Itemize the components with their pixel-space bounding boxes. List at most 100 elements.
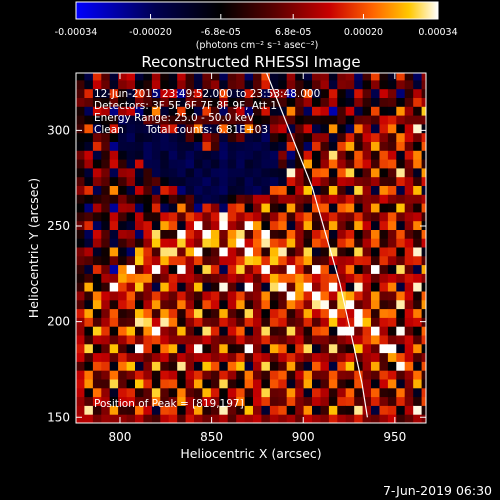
heatmap-cell (210, 343, 220, 354)
heatmap-cell (210, 79, 220, 90)
heatmap-cell (404, 123, 414, 134)
heatmap-cell (413, 273, 423, 283)
heatmap-cell (118, 115, 127, 125)
heatmap-cell (278, 361, 288, 371)
heatmap-cell (101, 176, 111, 186)
heatmap-cell (151, 159, 161, 169)
heatmap-cell (151, 123, 161, 134)
heatmap-cell (84, 352, 94, 362)
heatmap-cell (278, 238, 288, 248)
heatmap-cell (328, 361, 338, 371)
heatmap-cell (227, 299, 237, 310)
heatmap-cell (337, 343, 347, 354)
heatmap-cell (185, 379, 195, 389)
heatmap-cell (362, 379, 372, 389)
heatmap-cell (278, 220, 288, 230)
heatmap-cell (194, 185, 203, 195)
heatmap-cell (286, 238, 296, 248)
annotation-total-counts: Total counts: 6.81E+03 (145, 124, 268, 136)
heatmap-cell (379, 255, 389, 266)
heatmap-cell (135, 79, 144, 90)
heatmap-cell (286, 299, 296, 310)
heatmap-cell (227, 238, 237, 248)
heatmap-cell (227, 176, 237, 186)
heatmap-cell (244, 255, 254, 266)
heatmap-cell (354, 273, 364, 283)
heatmap-cell (227, 264, 237, 274)
heatmap-cell (354, 343, 364, 354)
heatmap-cell (278, 115, 288, 125)
heatmap-cell (362, 405, 372, 415)
heatmap-cell (295, 238, 305, 248)
heatmap-cell (185, 167, 195, 178)
heatmap-cell (202, 167, 212, 178)
heatmap-cell (404, 414, 414, 423)
heatmap-cell (151, 73, 161, 81)
heatmap-cell (303, 73, 313, 81)
heatmap-cell (269, 211, 279, 222)
heatmap-cell (345, 299, 355, 310)
heatmap-cell (387, 291, 397, 301)
heatmap-cell (236, 150, 246, 160)
heatmap-cell (109, 326, 119, 336)
heatmap-cell (160, 370, 170, 380)
heatmap-cell (312, 308, 321, 318)
heatmap-cell (227, 79, 237, 90)
heatmap-cell (371, 255, 380, 266)
heatmap-cell (371, 185, 380, 195)
heatmap-cell (362, 132, 372, 142)
heatmap-cell (328, 343, 338, 354)
heatmap-cell (278, 326, 288, 336)
heatmap-cell (101, 291, 111, 301)
heatmap-cell (219, 123, 229, 134)
heatmap-cell (76, 203, 85, 213)
heatmap-cell (92, 203, 102, 213)
heatmap-cell (396, 405, 406, 415)
heatmap-cell (143, 247, 153, 257)
heatmap-cell (337, 176, 347, 186)
heatmap-cell (345, 97, 355, 107)
heatmap-cell (404, 238, 414, 248)
heatmap-cell (379, 238, 389, 248)
heatmap-cell (261, 291, 271, 301)
heatmap-cell (312, 97, 321, 107)
heatmap-cell (379, 387, 389, 398)
heatmap-cell (202, 335, 212, 345)
heatmap-cell (101, 387, 111, 398)
heatmap-cell (151, 308, 161, 318)
heatmap-cell (160, 405, 170, 415)
heatmap-cell (126, 361, 136, 371)
heatmap-cell (109, 414, 119, 423)
heatmap-cell (396, 379, 406, 389)
heatmap-cell (168, 255, 178, 266)
heatmap-cell (404, 194, 414, 204)
heatmap-cell (396, 229, 406, 239)
heatmap-cell (328, 229, 338, 239)
heatmap-cell (118, 159, 127, 169)
heatmap-cell (76, 185, 85, 195)
heatmap-cell (345, 220, 355, 230)
heatmap-cell (135, 299, 144, 310)
heatmap-cell (295, 211, 305, 222)
heatmap-cell (371, 326, 380, 336)
heatmap-cell (194, 194, 203, 204)
heatmap-cell (185, 123, 195, 134)
heatmap-cell (354, 255, 364, 266)
heatmap-cell (185, 273, 195, 283)
heatmap-cell (202, 405, 212, 415)
heatmap-cell (421, 167, 426, 178)
heatmap-cell (312, 370, 321, 380)
heatmap-cell (118, 132, 127, 142)
heatmap-cell (371, 308, 380, 318)
heatmap-cell (227, 352, 237, 362)
heatmap-cell (278, 335, 288, 345)
heatmap-cell (387, 97, 397, 107)
heatmap-cell (278, 88, 288, 98)
heatmap-cell (312, 115, 321, 125)
heatmap-cell (303, 282, 313, 292)
heatmap-cell (362, 115, 372, 125)
heatmap-cell (109, 194, 119, 204)
heatmap-cell (160, 176, 170, 186)
heatmap-cell (261, 115, 271, 125)
heatmap-cell (413, 405, 423, 415)
